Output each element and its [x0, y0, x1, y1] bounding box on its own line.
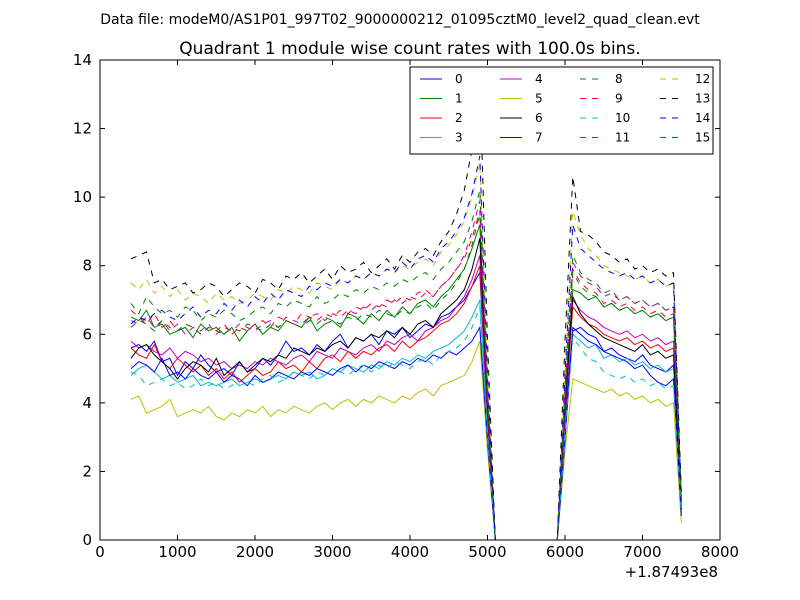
- y-tick-label: 6: [82, 325, 92, 343]
- series-line-5: [130, 340, 682, 540]
- x-tick-label: 3000: [313, 543, 351, 561]
- series-line-8: [130, 190, 682, 540]
- y-tick-label: 8: [82, 257, 92, 275]
- series-layer: [130, 77, 682, 540]
- y-tick-label: 10: [73, 188, 92, 206]
- legend-label-9: 9: [615, 92, 623, 106]
- y-tick-label: 14: [73, 51, 92, 69]
- legend-label-10: 10: [615, 111, 630, 125]
- series-line-11: [130, 200, 682, 540]
- series-line-6: [130, 238, 682, 540]
- y-tick-label: 2: [82, 462, 92, 480]
- series-line-12: [130, 162, 682, 540]
- x-tick-label: 4000: [391, 543, 429, 561]
- series-line-4: [130, 255, 682, 540]
- legend-label-7: 7: [535, 131, 543, 145]
- series-line-7: [130, 325, 682, 540]
- legend-label-3: 3: [455, 131, 463, 145]
- legend-label-15: 15: [695, 131, 710, 145]
- legend-box: [409, 66, 714, 155]
- series-line-1: [130, 224, 682, 540]
- y-tick-label: 0: [82, 531, 92, 549]
- y-tick-label: 12: [73, 120, 92, 138]
- chart-title: Quadrant 1 module wise count rates with …: [179, 39, 640, 59]
- series-line-14: [130, 155, 682, 540]
- legend-label-11: 11: [615, 131, 630, 145]
- series-line-13: [130, 77, 682, 540]
- series-line-0: [130, 270, 682, 540]
- y-tick-label: 4: [82, 394, 92, 412]
- legend-label-4: 4: [535, 72, 543, 86]
- legend-label-5: 5: [535, 92, 543, 106]
- legend-label-14: 14: [695, 111, 710, 125]
- legend-label-2: 2: [455, 111, 463, 125]
- x-tick-label: 5000: [468, 543, 506, 561]
- legend-label-13: 13: [695, 92, 710, 106]
- x-tick-label: 7000: [623, 543, 661, 561]
- x-offset-label: +1.87493e8: [625, 563, 718, 581]
- x-tick-label: 2000: [236, 543, 274, 561]
- series-line-3: [130, 299, 682, 540]
- legend-label-8: 8: [615, 72, 623, 86]
- legend-label-1: 1: [455, 92, 463, 106]
- series-line-9: [130, 210, 682, 540]
- x-tick-label: 1000: [158, 543, 196, 561]
- legend-label-0: 0: [455, 72, 463, 86]
- series-line-10: [130, 306, 682, 540]
- x-tick-label: 6000: [546, 543, 584, 561]
- legend-label-6: 6: [535, 111, 543, 125]
- x-tick-label: 0: [95, 543, 105, 561]
- x-tick-label: 8000: [701, 543, 739, 561]
- figure-suptitle: Data file: modeM0/AS1P01_997T02_90000002…: [100, 12, 700, 28]
- legend-label-12: 12: [695, 72, 710, 86]
- axis-ticks: 0 1000 2000 3000 4000 5000 6000 7000 80000246810…: [73, 51, 739, 561]
- plot-frame: [99, 59, 721, 541]
